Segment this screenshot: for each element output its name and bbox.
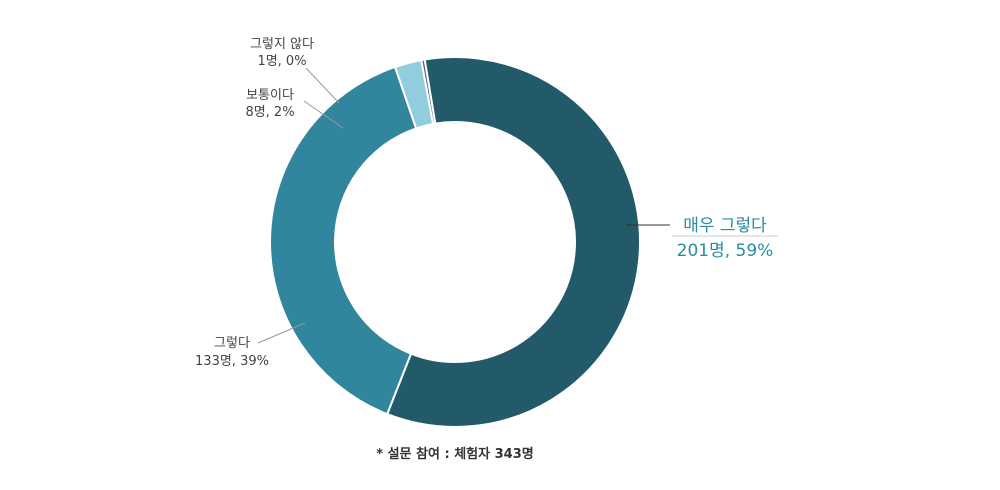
label-neutral-name: 보통이다 xyxy=(246,88,294,103)
donut-slices xyxy=(269,56,641,428)
survey-footnote: * 설문 참여 : 체험자 343명 xyxy=(376,446,533,462)
leader-line-agree xyxy=(257,322,306,344)
label-agree-value: 133명, 39% xyxy=(195,354,269,369)
label-disagree-value: 1명, 0% xyxy=(257,54,306,69)
leader-line-disagree xyxy=(305,67,340,104)
leader-line-neutral xyxy=(303,100,344,129)
slice-disagree xyxy=(420,58,437,126)
label-agree-name: 그렇다 xyxy=(214,336,250,351)
slice-very-agree xyxy=(385,56,641,428)
label-disagree-name: 그렇지 않다 xyxy=(250,37,314,52)
label-very-agree-name: 매우 그렇다 xyxy=(683,216,767,236)
slice-agree xyxy=(269,65,418,416)
label-very-agree-value: 201명, 59% xyxy=(677,241,774,261)
label-neutral-value: 8명, 2% xyxy=(245,105,294,120)
